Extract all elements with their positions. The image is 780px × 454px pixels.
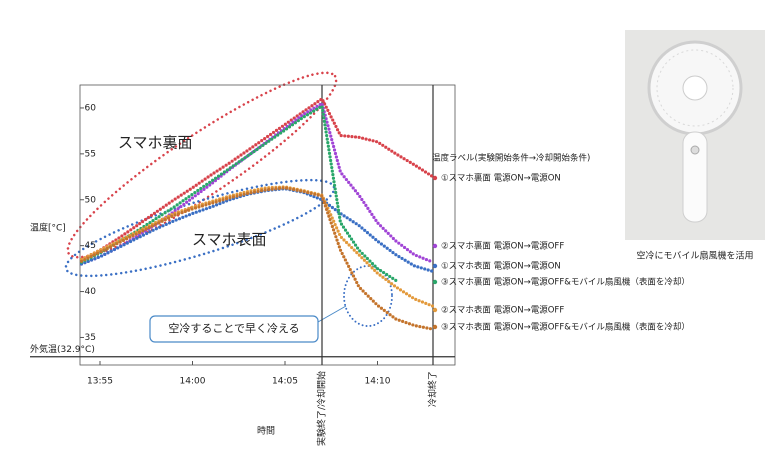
series-line <box>79 96 435 261</box>
x-tick-label: 14:10 <box>365 377 391 387</box>
legend-label: ③スマホ裏面 電源ON→電源OFF&モバイル扇風機（表面を冷却） <box>441 277 690 288</box>
x-tick-label: 14:00 <box>180 377 206 387</box>
y-tick-label: 55 <box>85 149 96 159</box>
legend-marker <box>432 243 438 249</box>
plot-frame <box>79 84 456 366</box>
y-tick-label: 60 <box>85 103 97 113</box>
photo-caption: 空冷にモバイル扇風機を活用 <box>636 250 753 262</box>
fan-photo <box>625 30 765 240</box>
legend-marker <box>432 175 438 181</box>
y-tick-label: 35 <box>85 333 96 343</box>
annotation: スマホ表面 <box>192 231 267 249</box>
callout-box <box>149 315 319 343</box>
callout-pointer <box>317 305 347 323</box>
x-tick-label: 冷却終了 <box>427 371 439 407</box>
callout-text: 空冷することで早く冷える <box>168 321 299 335</box>
legend-marker <box>432 263 438 269</box>
legend-label: ②スマホ表面 電源ON→電源OFF <box>441 305 564 316</box>
y-tick-label: 45 <box>85 241 96 251</box>
annotation: スマホ裏面 <box>118 134 193 152</box>
legend-label: ③スマホ表面 電源ON→電源OFF&モバイル扇風機（表面を冷却） <box>441 322 690 333</box>
highlight-ellipse <box>64 178 336 278</box>
highlight-ellipse <box>66 71 338 259</box>
legend-marker <box>432 279 438 285</box>
series-line <box>79 103 398 283</box>
series-line <box>79 185 435 308</box>
y-tick-label: 40 <box>85 287 97 297</box>
legend-label: ①スマホ表面 電源ON→電源ON <box>441 261 561 272</box>
legend-label: ②スマホ裏面 電源ON→電源OFF <box>441 241 564 252</box>
series-line <box>79 186 435 331</box>
legend-label: ①スマホ裏面 電源ON→電源ON <box>441 173 561 184</box>
legend-marker <box>432 307 438 313</box>
y-tick-label: 50 <box>85 195 97 205</box>
x-tick-label: 13:55 <box>87 377 113 387</box>
x-tick-label: 実験終了/冷却開始 <box>316 371 328 446</box>
y-axis-label: 温度[°C] <box>30 222 66 234</box>
highlight-ellipse <box>343 265 393 327</box>
legend-title: 温度ラベル(実験開始条件→冷却開始条件) <box>432 153 590 164</box>
legend-marker <box>432 324 438 330</box>
x-axis-label: 時間 <box>257 426 275 437</box>
reference-label: 外気温(32.9°C) <box>30 343 95 355</box>
x-tick-label: 14:05 <box>272 377 298 387</box>
